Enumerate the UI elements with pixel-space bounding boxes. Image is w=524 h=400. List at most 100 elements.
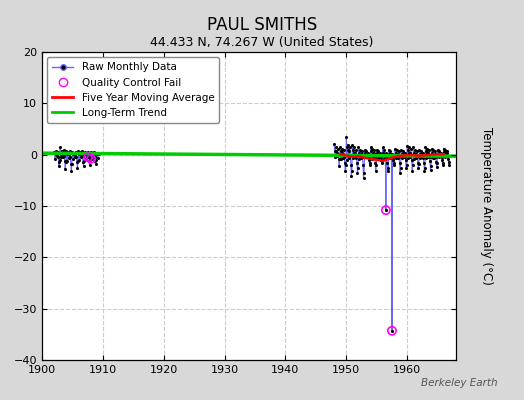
Point — [53, 151, 61, 157]
Point — [403, 147, 412, 153]
Point — [91, 158, 100, 164]
Point — [366, 160, 374, 166]
Point — [414, 161, 423, 168]
Point — [390, 160, 399, 166]
Point — [427, 166, 435, 173]
Point — [435, 148, 443, 154]
Point — [388, 150, 397, 157]
Point — [81, 151, 89, 157]
Text: 44.433 N, 74.267 W (United States): 44.433 N, 74.267 W (United States) — [150, 36, 374, 49]
Point — [384, 167, 392, 174]
Point — [363, 151, 371, 157]
Point — [436, 153, 444, 160]
Point — [353, 170, 362, 176]
Point — [388, 328, 396, 334]
Point — [70, 150, 79, 156]
Point — [380, 147, 388, 153]
Point — [396, 165, 405, 171]
Point — [88, 156, 96, 162]
Point — [335, 156, 344, 162]
Point — [78, 151, 86, 157]
Point — [427, 163, 435, 170]
Point — [77, 150, 85, 156]
Point — [365, 157, 373, 164]
Point — [392, 154, 400, 161]
Point — [54, 159, 63, 166]
Legend: Raw Monthly Data, Quality Control Fail, Five Year Moving Average, Long-Term Tren: Raw Monthly Data, Quality Control Fail, … — [47, 57, 220, 123]
Point — [410, 156, 419, 162]
Point — [342, 162, 350, 169]
Point — [362, 154, 370, 160]
Point — [381, 154, 389, 161]
Point — [433, 147, 442, 153]
Point — [436, 151, 445, 157]
Point — [386, 154, 394, 161]
Point — [392, 147, 401, 153]
Point — [421, 165, 429, 171]
Point — [418, 151, 427, 157]
Point — [358, 148, 366, 154]
Point — [86, 149, 95, 155]
Point — [340, 154, 348, 160]
Point — [419, 150, 427, 156]
Point — [378, 158, 387, 164]
Point — [364, 150, 373, 156]
Point — [362, 148, 370, 154]
Point — [336, 148, 345, 154]
Point — [428, 150, 436, 156]
Point — [365, 162, 374, 169]
Point — [331, 154, 340, 160]
Point — [424, 154, 432, 160]
Point — [367, 156, 376, 162]
Point — [408, 157, 416, 164]
Point — [84, 154, 92, 160]
Point — [56, 156, 64, 163]
Point — [88, 150, 96, 156]
Point — [419, 154, 428, 161]
Point — [390, 162, 398, 169]
Point — [350, 150, 358, 156]
Point — [399, 151, 407, 157]
Point — [415, 147, 423, 153]
Point — [412, 150, 420, 157]
Point — [331, 147, 339, 154]
Point — [421, 144, 430, 151]
Point — [385, 150, 394, 157]
Point — [409, 162, 417, 169]
Point — [397, 150, 406, 157]
Point — [400, 150, 409, 156]
Point — [343, 157, 352, 164]
Point — [353, 160, 361, 166]
Point — [445, 159, 453, 165]
Point — [443, 147, 452, 154]
Point — [381, 207, 390, 213]
Point — [389, 154, 397, 160]
Point — [87, 151, 95, 157]
Point — [439, 162, 447, 169]
Point — [66, 148, 74, 154]
Point — [389, 157, 398, 164]
Point — [356, 150, 365, 157]
Point — [342, 134, 351, 140]
Point — [343, 144, 351, 151]
Point — [341, 167, 350, 174]
Point — [424, 150, 433, 156]
Point — [372, 162, 380, 169]
Point — [412, 148, 421, 154]
Point — [74, 148, 83, 154]
Point — [387, 151, 395, 157]
Point — [426, 158, 434, 164]
Point — [380, 150, 389, 157]
Point — [382, 150, 390, 156]
Point — [406, 154, 414, 160]
Point — [50, 150, 59, 156]
Point — [414, 165, 422, 171]
Point — [394, 154, 402, 161]
Point — [359, 175, 368, 182]
Point — [68, 148, 77, 155]
Point — [341, 160, 349, 166]
Point — [71, 152, 80, 158]
Point — [364, 154, 373, 160]
Point — [396, 170, 405, 176]
Point — [337, 146, 346, 152]
